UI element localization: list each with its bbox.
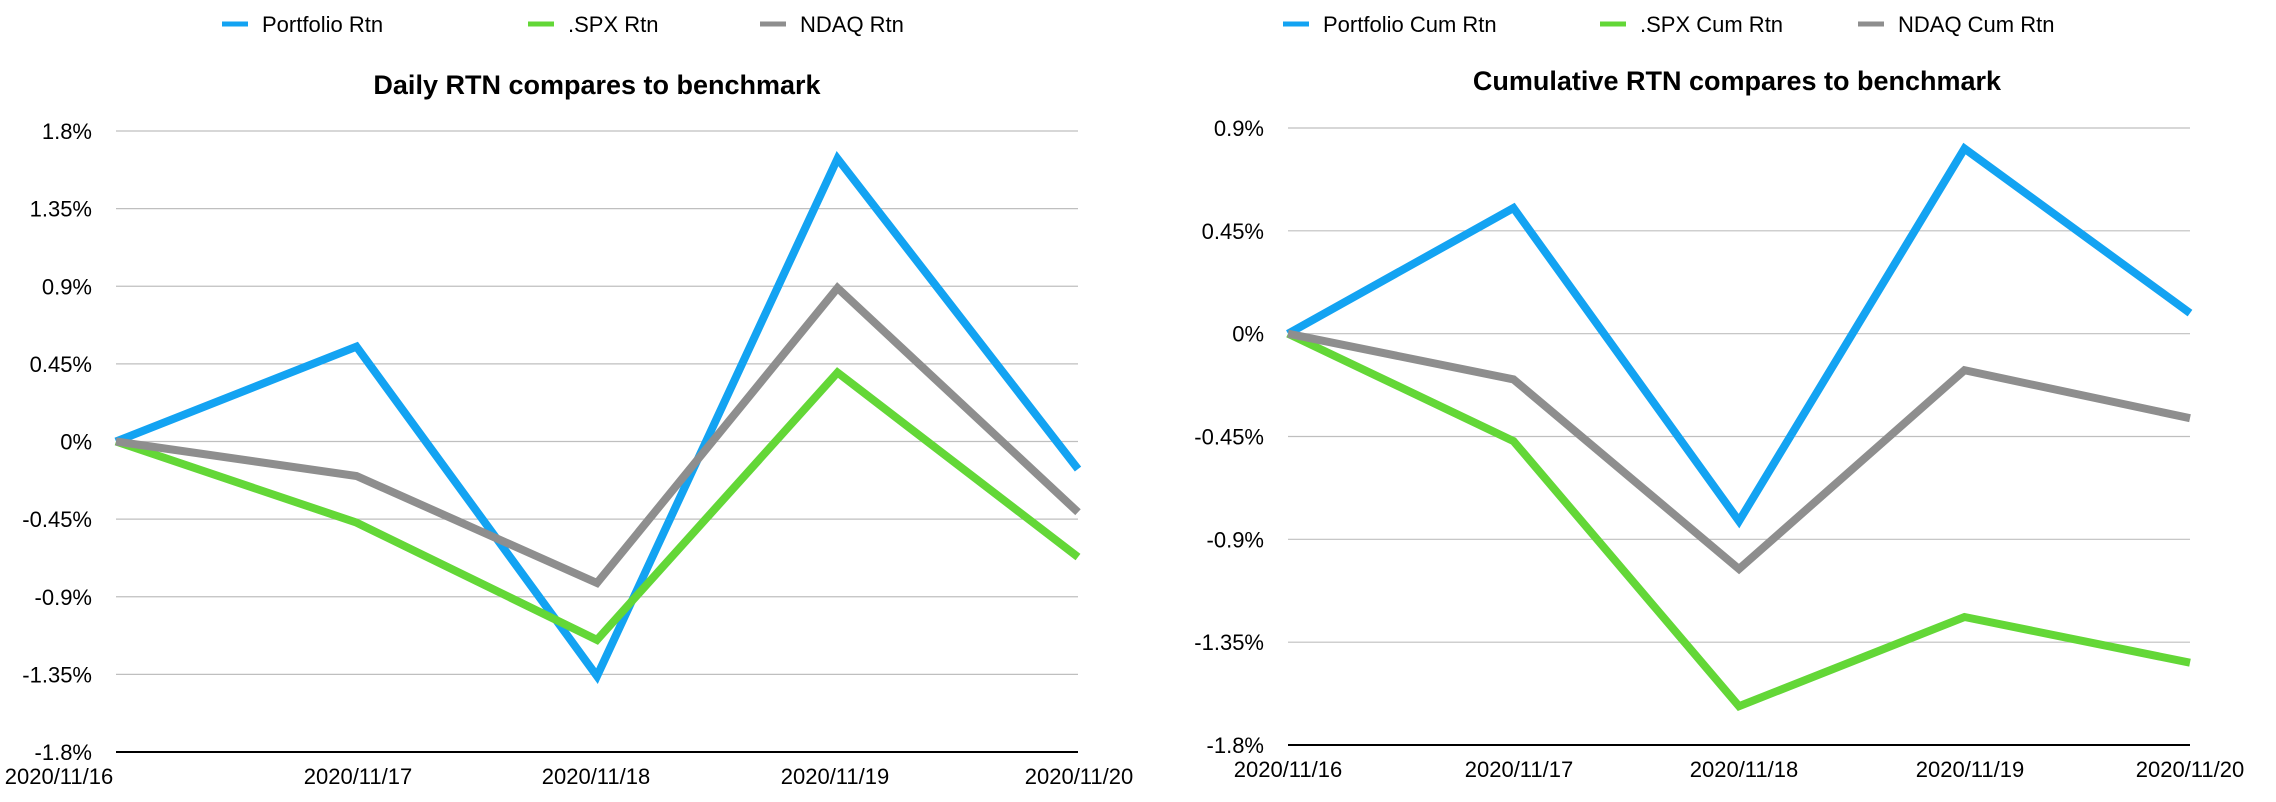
series-line xyxy=(114,150,1082,684)
x-tick-label: 2020/11/19 xyxy=(1916,757,2024,782)
y-tick-label: -1.35% xyxy=(22,662,92,687)
legend-label: .SPX Rtn xyxy=(568,12,658,37)
y-tick-label: -0.45% xyxy=(22,507,92,532)
x-tick-label: 2020/11/18 xyxy=(1690,757,1798,782)
x-tick-label: 2020/11/17 xyxy=(1465,757,1573,782)
y-tick-label: 0.45% xyxy=(1202,219,1264,244)
y-tick-label: -1.8% xyxy=(35,740,92,765)
y-tick-label: -1.35% xyxy=(1194,630,1264,655)
daily-return-chart: Portfolio Rtn .SPX Rtn NDAQ Rtn Daily RTN c… xyxy=(5,12,1133,789)
y-tick-label: 0.9% xyxy=(42,274,92,299)
cumulative-return-chart: Portfolio Cum Rtn .SPX Cum Rtn NDAQ Cum Rt… xyxy=(1138,0,2276,802)
legend-label: Portfolio Cum Rtn xyxy=(1323,12,1497,37)
y-tick-label: -0.9% xyxy=(35,585,92,610)
series-line xyxy=(114,367,1081,645)
series-line xyxy=(1286,142,2193,529)
series-line xyxy=(1287,329,2191,575)
daily-return-chart-svg: Portfolio Rtn .SPX Rtn NDAQ Rtn Daily RTN c… xyxy=(5,12,1133,789)
series-line xyxy=(115,282,1081,588)
legend-label: NDAQ Rtn xyxy=(800,12,904,37)
y-tick-label: -0.45% xyxy=(1194,425,1264,450)
legend-label: .SPX Cum Rtn xyxy=(1640,12,1783,37)
y-tick-label: 0% xyxy=(1232,322,1264,347)
x-tick-label: 2020/11/20 xyxy=(1025,764,1133,789)
y-tick-label: 1.8% xyxy=(42,119,92,144)
chart-title: Daily RTN compares to benchmark xyxy=(373,70,821,100)
y-tick-label: -0.9% xyxy=(1207,527,1264,552)
series-line xyxy=(1286,330,2191,711)
y-tick-label: 0% xyxy=(60,430,92,455)
x-tick-label: 2020/11/17 xyxy=(304,764,412,789)
x-tick-label: 2020/11/16 xyxy=(1234,757,1342,782)
x-tick-label: 2020/11/20 xyxy=(2136,757,2244,782)
y-tick-label: 0.45% xyxy=(30,352,92,377)
legend-label: NDAQ Cum Rtn xyxy=(1898,12,2054,37)
y-tick-label: -1.8% xyxy=(1207,733,1264,758)
y-tick-label: 1.35% xyxy=(30,197,92,222)
x-tick-label: 2020/11/19 xyxy=(781,764,889,789)
x-tick-label: 2020/11/18 xyxy=(542,764,650,789)
cumulative-return-chart-svg: Portfolio Cum Rtn .SPX Cum Rtn NDAQ Cum Rt… xyxy=(1194,12,2244,782)
x-tick-label: 2020/11/16 xyxy=(5,764,113,789)
y-tick-label: 0.9% xyxy=(1214,116,1264,141)
legend-label: Portfolio Rtn xyxy=(262,12,383,37)
chart-title: Cumulative RTN compares to benchmark xyxy=(1473,66,2002,96)
